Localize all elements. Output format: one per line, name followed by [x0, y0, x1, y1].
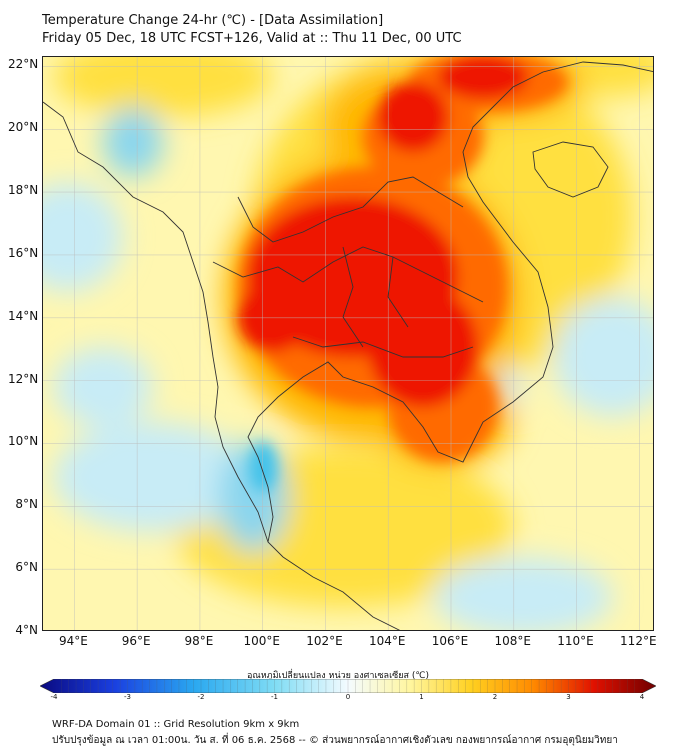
field-blob — [249, 442, 277, 492]
field-blob — [53, 422, 253, 532]
coast-west — [43, 101, 401, 630]
lon-label: 96°E — [121, 634, 151, 648]
field-blob — [53, 57, 273, 117]
lon-label: 98°E — [184, 634, 214, 648]
border-d — [342, 246, 409, 348]
field-blob — [433, 557, 613, 630]
lat-label: 6°N — [15, 560, 38, 575]
lon-label: 112°E — [620, 634, 657, 648]
lat-label: 8°N — [15, 497, 38, 512]
lon-label: 100°E — [243, 634, 280, 648]
border-c — [292, 336, 474, 358]
colorbar-tick-label: -2 — [197, 693, 205, 701]
field-layer-core — [238, 57, 568, 492]
lat-label: 4°N — [15, 623, 38, 637]
lat-label: 20°N — [8, 120, 39, 135]
colorbar-tick-label: 3 — [566, 693, 571, 701]
colorbar-tick-label: 2 — [492, 693, 498, 701]
map-title: Temperature Change 24-hr (℃) - [Data Ass… — [42, 13, 384, 28]
model-info: WRF-DA Domain 01 :: Grid Resolution 9km … — [52, 719, 300, 730]
map-subtitle: Friday 05 Dec, 18 UTC FCST+126, Valid at… — [42, 31, 462, 46]
lat-label: 16°N — [8, 245, 39, 260]
coast-east — [247, 61, 653, 543]
field-blob — [553, 297, 653, 417]
island-hainan — [532, 141, 609, 198]
colorbar-tick-label: 1 — [419, 693, 424, 701]
lat-label: 10°N — [8, 434, 39, 449]
field-blob — [238, 282, 308, 352]
lat-lon-grid — [43, 57, 653, 630]
colorbar-tick-label: -4 — [50, 693, 58, 701]
lat-label: 12°N — [8, 371, 39, 386]
field-blob — [103, 107, 163, 177]
lat-label: 18°N — [8, 183, 39, 198]
colorbar-tick-label: -3 — [124, 693, 131, 701]
credit-line: ปรับปรุงข้อมูล ณ เวลา 01:00น. วัน ส. ที่… — [52, 735, 618, 746]
lat-label: 14°N — [8, 308, 39, 323]
field-blob — [438, 57, 528, 99]
border-a — [212, 246, 484, 303]
colorbar-tick-label: 4 — [639, 693, 645, 701]
field-blob — [368, 287, 478, 407]
colorbar — [40, 679, 656, 693]
lon-label: 106°E — [431, 634, 469, 648]
field-blob — [378, 82, 448, 152]
field-blob — [43, 182, 123, 292]
coastline-outline — [43, 61, 653, 630]
map-panel[interactable] — [42, 56, 654, 631]
colorbar-tick-label: -1 — [271, 693, 278, 701]
lon-label: 94°E — [58, 634, 88, 648]
colorbar-tick-label: 0 — [345, 693, 351, 701]
temperature-change-map — [43, 57, 653, 630]
lon-label: 102°E — [306, 634, 343, 648]
border-b — [237, 176, 464, 243]
colorbar-title: อุณหภูมิเปลี่ยนแปลง หน่วย องศาเซลเซียส (… — [246, 671, 430, 681]
colorbar-segment-lines — [61, 679, 635, 693]
lon-label: 108°E — [494, 634, 532, 648]
field-blob — [53, 347, 153, 427]
lon-label: 104°E — [368, 634, 406, 648]
colorbar-ramp — [40, 679, 656, 693]
lon-label: 110°E — [557, 634, 594, 648]
lat-label: 22°N — [8, 57, 39, 72]
